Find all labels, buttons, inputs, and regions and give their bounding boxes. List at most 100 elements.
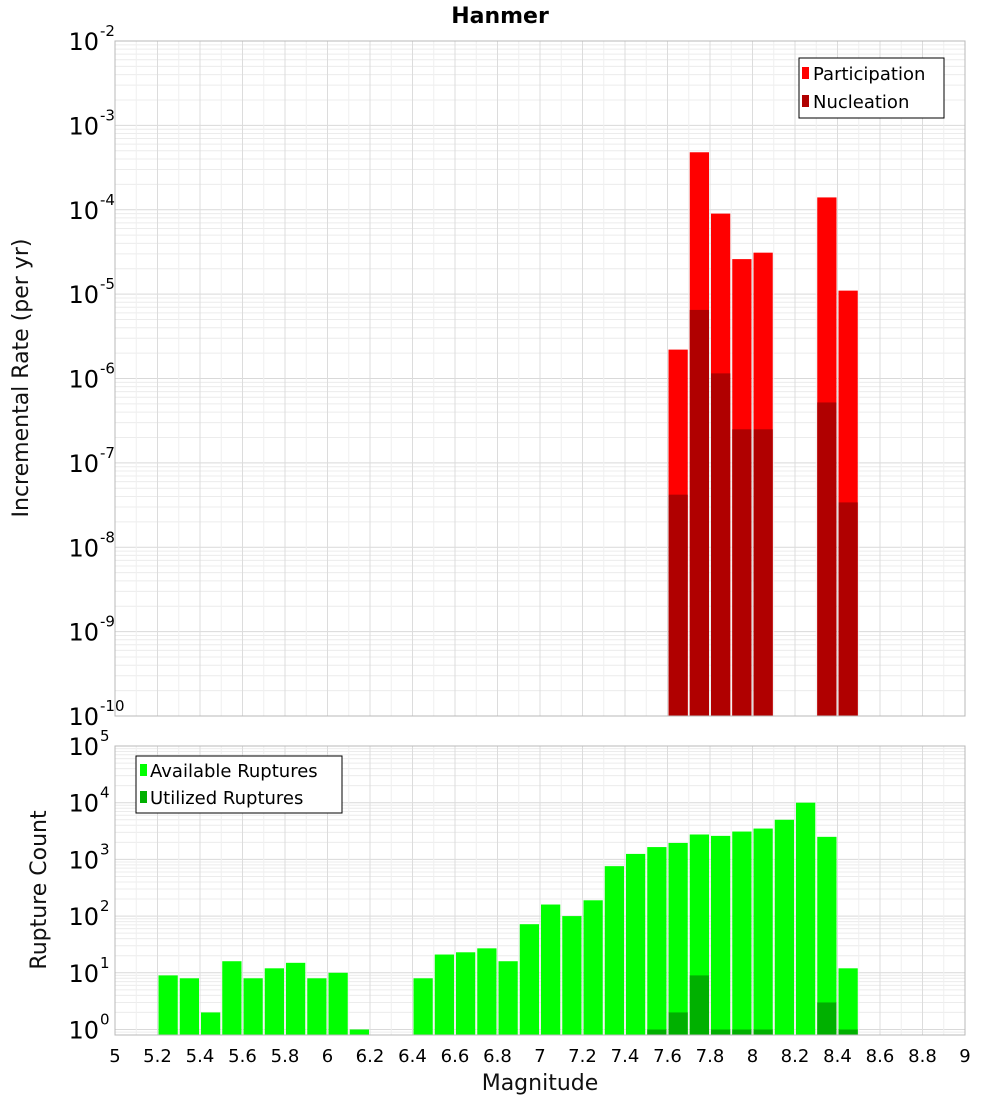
top-y-tick-exponent: -7 [100, 444, 115, 462]
top-y-tick-base: 10 [68, 28, 99, 56]
bottom-bar-series1 [264, 968, 284, 1035]
x-tick-label: 9 [959, 1046, 970, 1067]
top-bar-series2 [711, 373, 731, 716]
top-gridlines [114, 41, 966, 717]
bottom-bar-series1 [201, 1012, 221, 1035]
top-y-axis-label: Incremental Rate (per yr) [9, 239, 34, 518]
x-axis-label: Magnitude [482, 1071, 599, 1096]
top-y-tick-exponent: -3 [100, 106, 115, 124]
top-plot-frame [114, 40, 966, 717]
top-bar-series2 [689, 309, 709, 716]
x-tick-label: 7.6 [653, 1046, 682, 1067]
x-tick-label: 5.8 [271, 1046, 300, 1067]
x-tick-label: 7.4 [611, 1046, 640, 1067]
bottom-plot-frame [114, 745, 966, 1036]
x-tick-label: 8.4 [823, 1046, 852, 1067]
bottom-y-tick-base: 10 [68, 1017, 99, 1045]
top-y-tick-exponent: -10 [100, 697, 125, 715]
legend-label-utilized: Utilized Ruptures [150, 788, 303, 809]
bottom-bar-series1 [838, 968, 858, 1035]
bottom-bar-series2 [838, 1029, 858, 1035]
bottom-bar-series1 [647, 847, 667, 1035]
bottom-y-tick-exponent: 0 [100, 1011, 110, 1029]
bottom-bar-series2 [753, 1029, 773, 1035]
chart-title: Hanmer [451, 4, 549, 29]
x-tick-label: 6.6 [441, 1046, 470, 1067]
top-legend: Participation Nucleation [798, 57, 945, 119]
bottom-bar-series1 [732, 831, 752, 1035]
bottom-y-tick-base: 10 [68, 790, 99, 818]
bottom-bars [158, 802, 858, 1035]
bottom-y-tick-base: 10 [68, 846, 99, 874]
bottom-bar-series1 [604, 866, 624, 1035]
legend-swatch-participation [802, 67, 809, 79]
bottom-bar-series1 [626, 853, 646, 1035]
x-tick-label: 7.2 [568, 1046, 597, 1067]
x-tick-label: 5.4 [186, 1046, 215, 1067]
top-y-tick-base: 10 [68, 534, 99, 562]
x-tick-label: 5.6 [228, 1046, 257, 1067]
bottom-y-tick-base: 10 [68, 733, 99, 761]
top-bar-series2 [838, 502, 858, 716]
x-tick-labels: 5 5.2 5.4 5.6 5.8 6 6.2 6.4 6.6 6.8 7 7.2 7.4 7.6 7.8 8… [109, 1046, 970, 1067]
bottom-bar-series2 [668, 1012, 688, 1035]
bottom-legend: Available Ruptures Utilized Ruptures [135, 755, 343, 814]
legend-swatch-utilized [140, 791, 147, 803]
bottom-bar-series1 [307, 978, 327, 1035]
top-y-tick-base: 10 [68, 450, 99, 478]
bottom-y-tick-base: 10 [68, 903, 99, 931]
top-y-tick-base: 10 [68, 197, 99, 225]
top-y-tick-exponent: -2 [100, 22, 115, 40]
bottom-bar-series2 [817, 1002, 837, 1035]
x-tick-label: 7 [534, 1046, 545, 1067]
top-y-tick-exponent: -6 [100, 360, 115, 378]
bottom-bar-series2 [732, 1029, 752, 1035]
legend-swatch-nucleation [802, 95, 809, 107]
top-y-tick-base: 10 [68, 281, 99, 309]
top-y-tick-exponent: -4 [100, 191, 115, 209]
bottom-bar-series1 [477, 948, 497, 1035]
top-y-tick-base: 10 [68, 366, 99, 394]
bottom-bar-series1 [668, 842, 688, 1035]
x-tick-label: 8.8 [908, 1046, 937, 1067]
top-y-tick-base: 10 [68, 703, 99, 731]
top-y-tick-exponent: -5 [100, 275, 115, 293]
bottom-bar-series1 [498, 961, 518, 1035]
x-tick-label: 8.6 [866, 1046, 895, 1067]
bottom-bar-series1 [796, 802, 816, 1035]
legend-label-participation: Participation [813, 64, 925, 85]
top-y-tick-exponent: -8 [100, 528, 115, 546]
x-tick-label: 5 [109, 1046, 120, 1067]
bottom-bar-series1 [541, 904, 561, 1035]
bottom-bar-series2 [647, 1029, 667, 1035]
bottom-bar-series1 [222, 961, 242, 1035]
bottom-bar-series1 [774, 819, 794, 1035]
x-tick-label: 6 [322, 1046, 333, 1067]
top-bar-series2 [668, 494, 688, 716]
bottom-y-tick-exponent: 5 [100, 727, 110, 745]
x-tick-label: 8.2 [781, 1046, 810, 1067]
top-bar-series2 [753, 429, 773, 716]
bottom-bar-series1 [583, 900, 603, 1035]
bottom-bar-series1 [349, 1029, 369, 1035]
x-tick-label: 7.8 [696, 1046, 725, 1067]
legend-swatch-available [140, 764, 147, 776]
top-bar-series2 [732, 429, 752, 716]
legend-label-available: Available Ruptures [150, 761, 318, 782]
top-y-tick-base: 10 [68, 619, 99, 647]
bottom-bar-series1 [817, 836, 837, 1035]
x-tick-label: 6.2 [356, 1046, 385, 1067]
top-y-tick-exponent: -9 [100, 613, 115, 631]
bottom-bar-series1 [434, 954, 454, 1035]
bottom-bar-series1 [519, 924, 539, 1035]
top-legend-box [798, 57, 945, 119]
bottom-legend-box [135, 755, 343, 814]
top-bars [668, 152, 858, 717]
bottom-bar-series2 [689, 975, 709, 1035]
bottom-y-tick-exponent: 1 [100, 954, 110, 972]
x-tick-label: 5.2 [143, 1046, 172, 1067]
bottom-bar-series1 [286, 962, 306, 1035]
bottom-bar-series1 [158, 975, 178, 1035]
